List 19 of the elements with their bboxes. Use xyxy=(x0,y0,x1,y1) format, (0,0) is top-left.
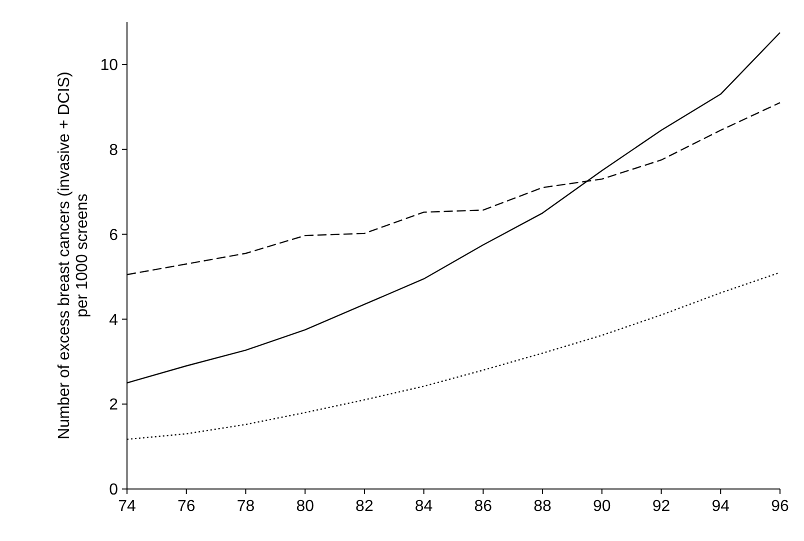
x-tick-label: 82 xyxy=(356,498,374,515)
x-tick-label: 88 xyxy=(534,498,552,515)
y-tick-label: 10 xyxy=(100,57,118,74)
x-tick-label: 78 xyxy=(236,498,255,515)
y-tick-label: 0 xyxy=(109,482,118,499)
y-axis-title: Number of excess breast cancers (invasive + DCIS) per 1000 screens xyxy=(56,72,91,440)
x-tick-label: 92 xyxy=(652,498,670,515)
x-tick-label: 76 xyxy=(177,498,196,515)
x-tick-label: 96 xyxy=(771,498,789,515)
y-tick-label: 6 xyxy=(109,226,118,244)
x-tick-label: 74 xyxy=(118,498,136,515)
x-tick-label: 86 xyxy=(474,498,492,515)
x-tick-label: 84 xyxy=(414,498,433,515)
y-tick-label: 8 xyxy=(109,142,118,159)
x-tick-label: 80 xyxy=(296,498,314,515)
y-tick-label: 4 xyxy=(109,312,118,329)
x-tick-label: 94 xyxy=(712,498,730,515)
x-tick-label: 90 xyxy=(593,498,611,515)
y-tick-label: 2 xyxy=(109,396,118,414)
